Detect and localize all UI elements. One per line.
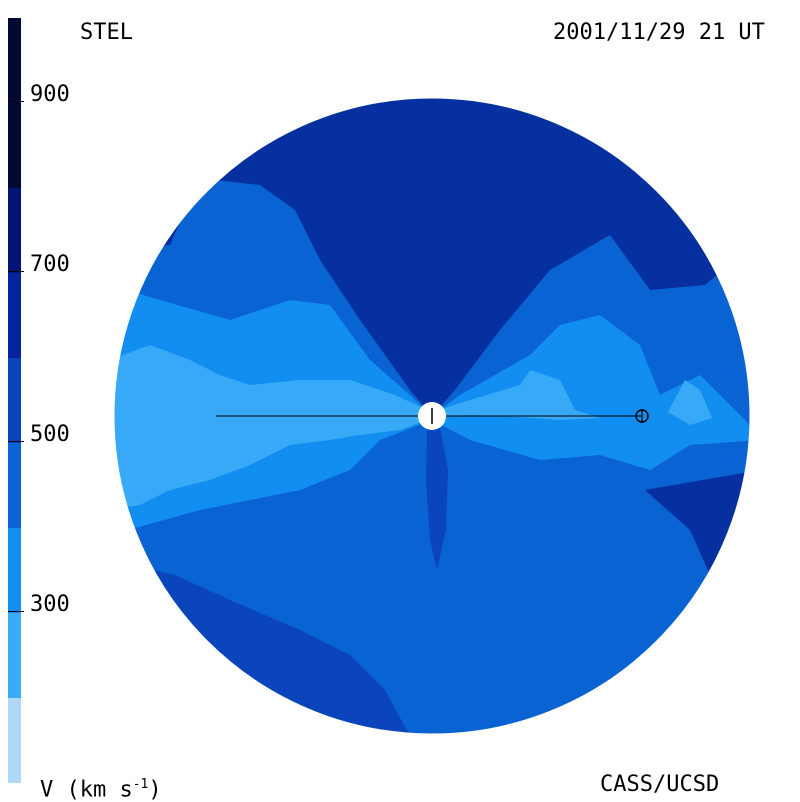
- unit-label-prefix: V (km s: [40, 777, 133, 802]
- colorbar-tick-label-300: 300: [30, 592, 70, 617]
- colorbar-tick-label-700: 700: [30, 252, 70, 277]
- colorbar-band-800-1000: [8, 18, 21, 188]
- timestamp: 2001/11/29 21 UT: [553, 20, 765, 45]
- colorbar-band-700-800: [8, 188, 21, 273]
- colorbar-tick-300: [8, 611, 24, 612]
- colorbar-tick-label-900: 900: [30, 82, 70, 107]
- colorbar-band-200-300: [8, 613, 21, 698]
- colorbar-band-500-600: [8, 358, 21, 443]
- region-east-slow-spot: [668, 380, 712, 425]
- colorbar-tick-900: [8, 101, 24, 102]
- unit-label: V (km s-1): [40, 774, 162, 801]
- colorbar-band-400-500: [8, 443, 21, 528]
- colorbar-tick-700: [8, 271, 24, 272]
- velocity-colorbar: [8, 18, 21, 783]
- region-north-fast: [114, 98, 750, 416]
- credit-label: CASS/UCSD: [600, 772, 720, 797]
- colorbar-band-600-700: [8, 273, 21, 358]
- colorbar-band-100-200: [8, 698, 21, 783]
- source-label: STEL: [80, 20, 133, 45]
- disk-limb: [113, 97, 751, 735]
- colorbar-tick-label-500: 500: [30, 422, 70, 447]
- region-equatorial-mid: [114, 285, 750, 535]
- colorbar-tick-500: [8, 441, 24, 442]
- colorbar-band-300-400: [8, 528, 21, 613]
- region-south-stalk: [426, 428, 448, 570]
- earth-icon: [635, 409, 649, 423]
- unit-label-suffix: ): [148, 777, 162, 802]
- region-equatorial-slow: [114, 345, 600, 510]
- unit-label-exponent: -1: [132, 777, 149, 792]
